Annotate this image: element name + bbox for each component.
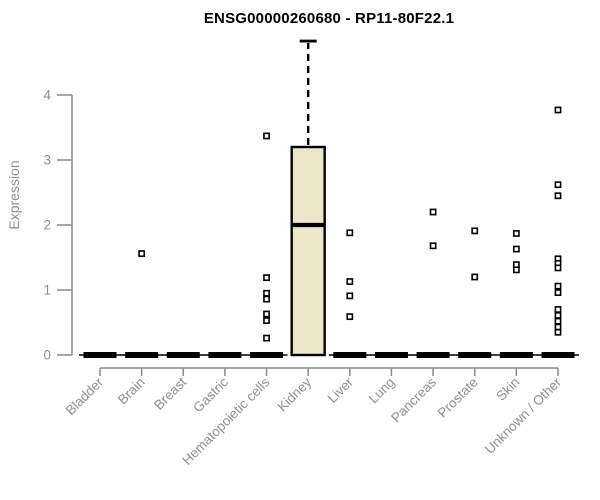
outlier-point-liver xyxy=(346,229,354,237)
x-tick-label-brain: Brain xyxy=(115,375,148,408)
outlier-point-unknown-other xyxy=(554,317,562,325)
outlier-point-unknown-other xyxy=(554,106,562,114)
y-tick-label: 0 xyxy=(43,348,51,363)
outlier-point-pancreas xyxy=(429,208,437,216)
outlier-point-hematopoietic-cells xyxy=(263,274,270,282)
zero-box-prostate xyxy=(458,352,492,358)
outlier-point-unknown-other xyxy=(554,181,562,189)
x-tick-label-unknown-other: Unknown / Other xyxy=(482,374,565,457)
zero-box-pancreas xyxy=(416,352,450,358)
zero-box-liver xyxy=(333,352,367,358)
y-tick-label: 1 xyxy=(43,283,51,298)
outlier-point-hematopoietic-cells xyxy=(263,295,270,303)
zero-box-unknown-other xyxy=(541,352,575,358)
outlier-point-liver xyxy=(346,292,354,300)
zero-box-breast xyxy=(166,352,200,358)
outlier-point-prostate xyxy=(471,227,479,235)
y-tick-label: 2 xyxy=(43,218,51,233)
zero-box-hematopoietic-cells xyxy=(250,352,284,358)
x-tick-label-kidney: Kidney xyxy=(275,374,315,414)
y-tick-label: 4 xyxy=(43,88,51,103)
x-tick-label-prostate: Prostate xyxy=(435,375,481,421)
outlier-point-pancreas xyxy=(429,242,437,250)
zero-box-bladder xyxy=(83,352,117,358)
box-kidney xyxy=(290,145,326,357)
x-tick-label-gastric: Gastric xyxy=(190,374,231,415)
zero-box-brain xyxy=(125,352,159,358)
x-tick-label-pancreas: Pancreas xyxy=(388,374,439,425)
outlier-point-hematopoietic-cells xyxy=(263,132,270,140)
zero-box-skin xyxy=(499,352,533,358)
zero-box-gastric xyxy=(208,352,242,358)
outlier-point-brain xyxy=(138,250,146,257)
outlier-point-hematopoietic-cells xyxy=(263,334,270,342)
outlier-point-hematopoietic-cells xyxy=(263,310,270,318)
y-tick-label: 3 xyxy=(43,153,51,168)
x-tick-label-liver: Liver xyxy=(325,374,357,406)
outlier-point-hematopoietic-cells xyxy=(263,317,270,324)
outlier-point-unknown-other xyxy=(554,289,562,296)
x-tick-label-breast: Breast xyxy=(151,374,189,412)
outlier-point-skin xyxy=(512,266,520,274)
outlier-point-unknown-other xyxy=(554,192,562,200)
outlier-point-unknown-other xyxy=(554,311,562,319)
outlier-point-liver xyxy=(346,278,354,285)
chart-title: ENSG00000260680 - RP11-80F22.1 xyxy=(203,10,455,27)
outlier-point-liver xyxy=(346,313,354,321)
outlier-point-skin xyxy=(512,245,520,253)
zero-box-lung xyxy=(374,352,408,358)
outlier-point-unknown-other xyxy=(554,282,562,290)
outlier-point-unknown-other xyxy=(554,264,562,272)
outlier-point-prostate xyxy=(471,273,479,281)
x-tick-label-bladder: Bladder xyxy=(63,374,107,418)
outlier-point-unknown-other xyxy=(554,328,562,336)
x-tick-label-lung: Lung xyxy=(366,375,398,407)
outlier-point-hematopoietic-cells xyxy=(263,289,270,297)
outlier-point-skin xyxy=(512,230,520,237)
x-tick-label-skin: Skin xyxy=(493,375,522,404)
outlier-point-unknown-other xyxy=(554,306,562,313)
